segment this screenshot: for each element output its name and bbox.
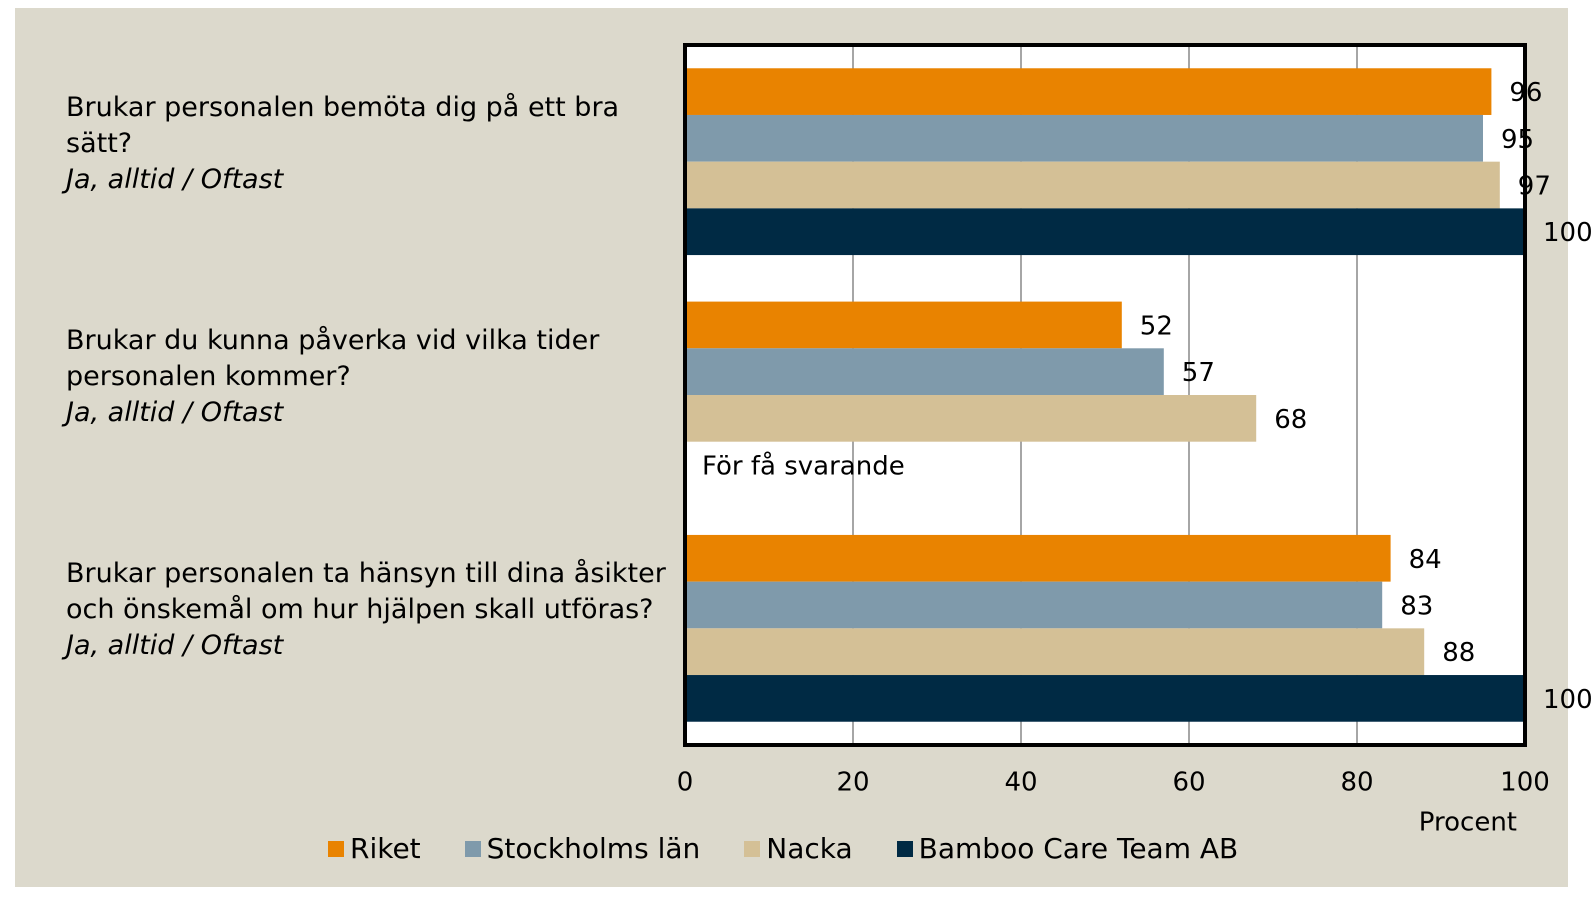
- category-text: Brukar personalen bemöta dig på ett bra …: [66, 91, 620, 159]
- bar: [685, 581, 1383, 629]
- category-note: Ja, alltid / Oftast: [66, 163, 284, 195]
- bar: [685, 68, 1492, 115]
- legend-swatch: [744, 840, 761, 857]
- legend-item: Stockholms län: [464, 832, 701, 865]
- legend-swatch: [896, 840, 913, 857]
- x-tick-label: 20: [836, 768, 869, 798]
- value-label: 88: [1442, 638, 1475, 668]
- category-label: Brukar personalen ta hänsyn till dina ås…: [66, 556, 676, 664]
- legend-swatch: [328, 840, 344, 857]
- category-note: Ja, alltid / Oftast: [66, 630, 284, 662]
- category-text: Brukar du kunna påverka vid vilka tider …: [66, 325, 600, 392]
- value-label: 100: [1543, 218, 1593, 248]
- legend: Riket Stockholms län Nacka Bamboo Care Team…: [328, 832, 1238, 865]
- legend-label: Bamboo Care Team AB: [918, 832, 1239, 865]
- bar: [685, 395, 1257, 442]
- value-label: 84: [1409, 545, 1442, 575]
- value-label: 57: [1182, 358, 1215, 388]
- bar: [685, 675, 1525, 722]
- x-tick-label: 100: [1500, 768, 1550, 798]
- bar: [685, 628, 1425, 676]
- value-label: 95: [1501, 125, 1534, 155]
- legend-label: Stockholms län: [486, 832, 701, 865]
- bar: [685, 208, 1525, 256]
- value-label: 83: [1400, 591, 1433, 621]
- x-tick-label: 40: [1004, 768, 1037, 798]
- legend-item: Nacka: [744, 832, 853, 865]
- category-note: Ja, alltid / Oftast: [66, 397, 284, 428]
- category-text: Brukar personalen ta hänsyn till dina ås…: [66, 558, 666, 626]
- x-tick-label: 60: [1172, 768, 1205, 798]
- legend-item: Bamboo Care Team AB: [896, 832, 1239, 865]
- x-tick-label: 80: [1340, 768, 1373, 798]
- category-label: Brukar personalen bemöta dig på ett bra …: [66, 90, 676, 198]
- bar: [685, 348, 1164, 395]
- value-label: 97: [1518, 172, 1551, 202]
- bar: [685, 114, 1483, 162]
- plot-border: [683, 43, 1527, 747]
- bar: [685, 301, 1122, 349]
- legend-label: Riket: [350, 832, 421, 865]
- annotation: För få svarande: [702, 451, 905, 482]
- category-label: Brukar du kunna påverka vid vilka tider …: [66, 323, 676, 431]
- bar: [685, 534, 1391, 582]
- value-label: 100: [1543, 685, 1593, 715]
- legend-item: Riket: [328, 832, 421, 865]
- x-tick-label: 0: [677, 768, 694, 798]
- bar: [685, 161, 1500, 209]
- legend-swatch: [464, 840, 481, 857]
- legend-label: Nacka: [766, 832, 853, 865]
- value-label: 68: [1274, 405, 1307, 435]
- x-axis-label: Procent: [1419, 808, 1517, 838]
- value-label: 52: [1140, 311, 1173, 341]
